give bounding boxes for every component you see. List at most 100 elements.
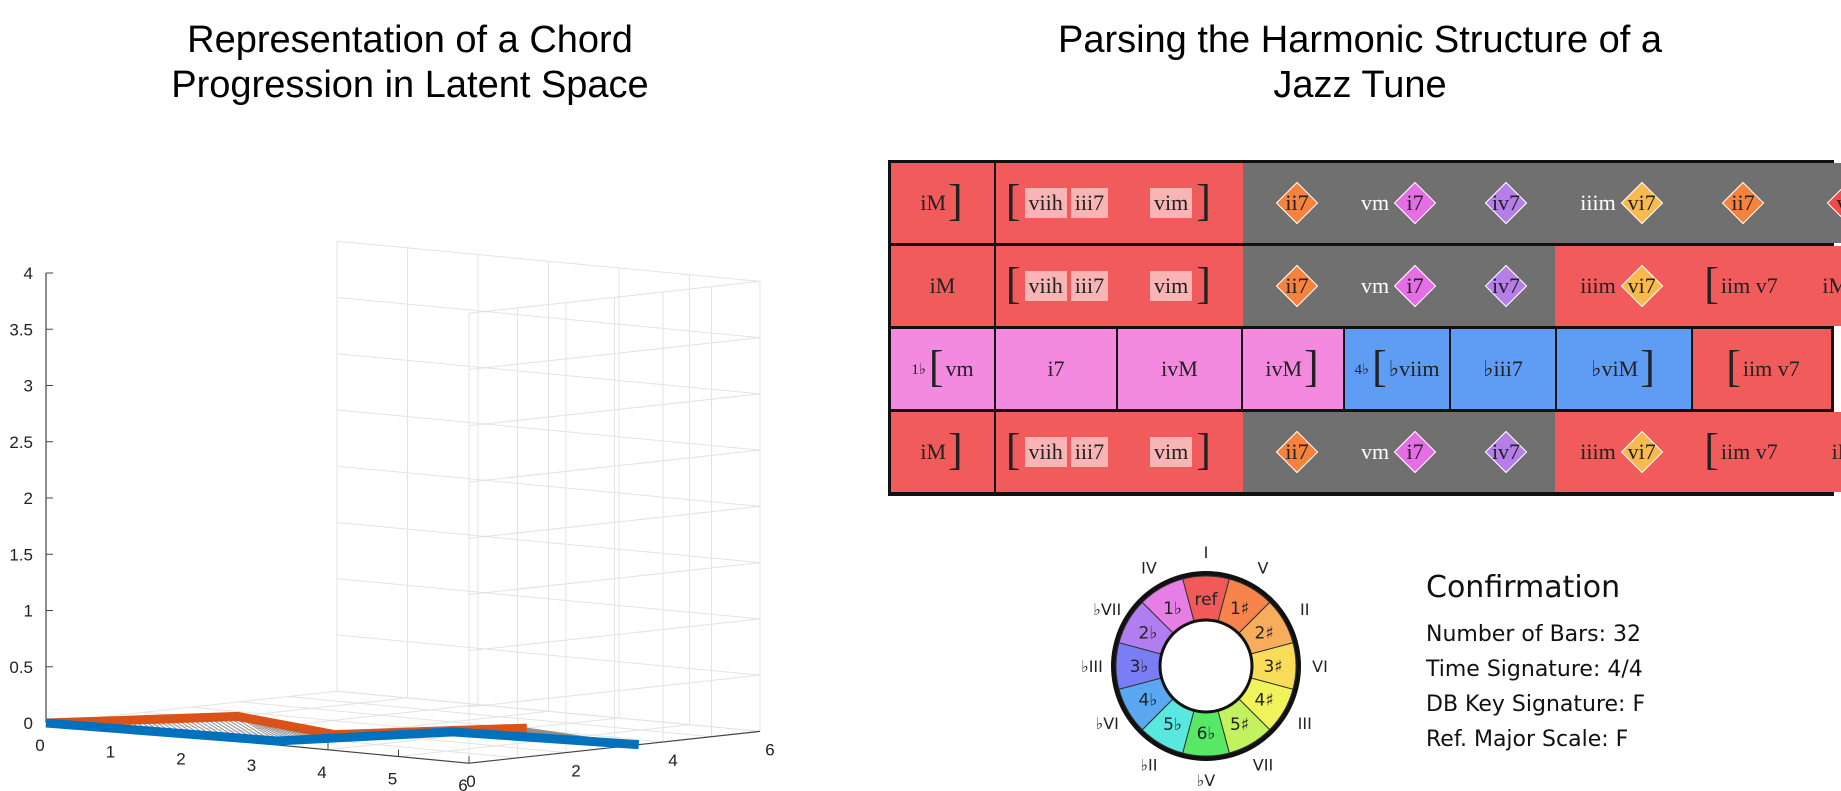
chord-cell: [viih iii7 (996, 163, 1118, 243)
section-bracket: [ (1005, 425, 1021, 474)
section-bracket: ] (1196, 259, 1211, 308)
chord-cell: iM (1793, 412, 1841, 492)
section-bracket: [ (1005, 176, 1021, 225)
harmony-grid: iM][viihiii7vim]ii7vmi7iv7iiimvi7ii7v7iM… (888, 160, 1841, 496)
x-tick-label: 4 (317, 763, 326, 782)
chord-label: vi7 (1627, 439, 1656, 464)
wheel-degree-label: ♭V (1197, 771, 1216, 788)
chord-cell: ivM] (1243, 329, 1343, 409)
chord-cell: iiim vi7 (1555, 412, 1687, 492)
harmony-title: Parsing the Harmonic Structure of a Jazz… (1057, 19, 1663, 106)
section-bracket: ] (1304, 342, 1319, 391)
chord-cell: iv7 (1451, 163, 1555, 243)
chord-cell: ivM (1118, 329, 1241, 409)
dominant-diamond-icon: vi7 (1622, 266, 1662, 306)
x-tick-label: 1 (106, 743, 115, 762)
section-bracket: ] (1640, 342, 1655, 391)
dominant-diamond-icon: ii7 (1277, 432, 1317, 472)
section-bracket: ] (948, 425, 963, 474)
wheel-degree-label: I (1204, 543, 1209, 562)
chord-label: ♭iii7 (1483, 356, 1523, 381)
wheel-degree-label: VI (1312, 657, 1328, 676)
z-tick-label: 3 (24, 377, 33, 396)
chord-label: viih (1024, 271, 1067, 301)
dominant-diamond-icon: i7 (1395, 432, 1435, 472)
chord-cell: ♭viM] (1557, 329, 1691, 409)
y-tick-label: 2 (571, 762, 580, 781)
chord-label: iim v7 (1720, 439, 1778, 464)
section-bracket: [ (1704, 425, 1719, 474)
chord-label: iii7 (1070, 188, 1109, 218)
wheel-degree-label: V (1258, 558, 1269, 577)
key-shift-label: 4♭ (1354, 361, 1370, 378)
chord-cell: vim] (1118, 246, 1243, 326)
chord-label: i7 (1406, 273, 1424, 298)
y-tick-label: 4 (668, 751, 677, 770)
chord-label: vi7 (1627, 190, 1656, 215)
chord-label: v7 (1837, 190, 1841, 216)
chord-label: iM (929, 273, 956, 298)
x-tick-label: 6 (458, 776, 467, 791)
chord-label: i7 (1406, 190, 1424, 215)
z-tick-label: 2 (24, 489, 33, 508)
chord-cell: iiim vi7 (1555, 163, 1687, 243)
z-tick-label: 3.5 (9, 320, 33, 339)
section-bracket: [ (1704, 259, 1719, 308)
chord-label: ♭viim (1388, 356, 1440, 381)
confirmation-bars: Number of Bars: 32 (1426, 622, 1642, 647)
wheel-center (1158, 618, 1254, 714)
wheel-key-label: ref (1194, 590, 1218, 610)
chord-label: iii7 (1070, 271, 1109, 301)
chord-label: ii7 (1285, 273, 1309, 298)
chord-cell: iM] (891, 412, 994, 492)
chord-label: ♭viM (1591, 356, 1639, 381)
x-tick-label: 3 (247, 756, 256, 775)
dominant-diamond-icon: i7 (1395, 183, 1435, 223)
wheel-key-label: 2♭ (1139, 624, 1158, 644)
section-bracket: ] (1196, 176, 1211, 225)
wheel-key-label: 5♭ (1163, 715, 1182, 735)
key-shift-label: 1♭ (911, 361, 926, 378)
dominant-diamond-icon: vi7 (1622, 183, 1662, 223)
wheel-degree-label: ♭VII (1093, 600, 1121, 619)
section-bracket: ] (1196, 425, 1211, 474)
chord-cell: iM (891, 246, 994, 326)
chord-cell: ♭iii7 (1451, 329, 1555, 409)
chord-label: iM (920, 190, 947, 215)
z-tick-label: 0.5 (9, 658, 33, 677)
confirmation-panel: Confirmation Number of Bars: 32 Time Sig… (1426, 570, 1645, 757)
wheel-key-label: 4♭ (1139, 691, 1158, 711)
chord-cell: iM] (1793, 246, 1841, 326)
dominant-diamond-icon: i7 (1395, 266, 1435, 306)
chord-label: vim (1150, 437, 1193, 467)
wheel-key-label: 1♯ (1230, 599, 1249, 619)
section-bracket: [ (928, 342, 944, 391)
key-wheel: ref 1♯2♯3♯4♯5♯6♭5♭4♭3♭2♭1♭IVIIVIIIIVII♭V♭… (1081, 543, 1328, 788)
chord-label: iv7 (1491, 439, 1521, 464)
chord-cell: [iim v7 (1693, 329, 1831, 409)
section-bracket: ] (948, 176, 963, 225)
chord-label: iM (1822, 273, 1841, 298)
dominant-diamond-icon: vi7 (1622, 432, 1662, 472)
section-bracket: [ (1726, 342, 1741, 391)
chord-cell: [iim v7 (1687, 412, 1793, 492)
dominant-diamond-icon: v7 (1828, 183, 1841, 223)
chord-label: iiim (1580, 439, 1616, 464)
chord-cell: vm i7 (1345, 163, 1451, 243)
wheel-key-label: 6♭ (1197, 724, 1216, 744)
wheel-key-label: 3♯ (1263, 657, 1282, 677)
z-tick-label: 1.5 (9, 545, 33, 564)
x-tick-label: 0 (35, 736, 44, 755)
chord-label: iiim (1580, 190, 1616, 215)
z-tick-label: 4 (24, 264, 33, 283)
x-tick-label: 2 (176, 749, 185, 768)
chord-cell: vm i7 (1345, 412, 1451, 492)
dominant-diamond-icon: iv7 (1486, 183, 1526, 223)
chord-cell: ii7 (1243, 163, 1345, 243)
chord-cell: v7 (1793, 163, 1841, 243)
wheel-key-label: 2♯ (1255, 624, 1274, 644)
chord-label: ii7 (1731, 190, 1755, 215)
wheel-degree-label: ♭VI (1096, 714, 1119, 733)
plot-grid (45, 240, 761, 764)
chord-cell: ii7 (1243, 412, 1345, 492)
